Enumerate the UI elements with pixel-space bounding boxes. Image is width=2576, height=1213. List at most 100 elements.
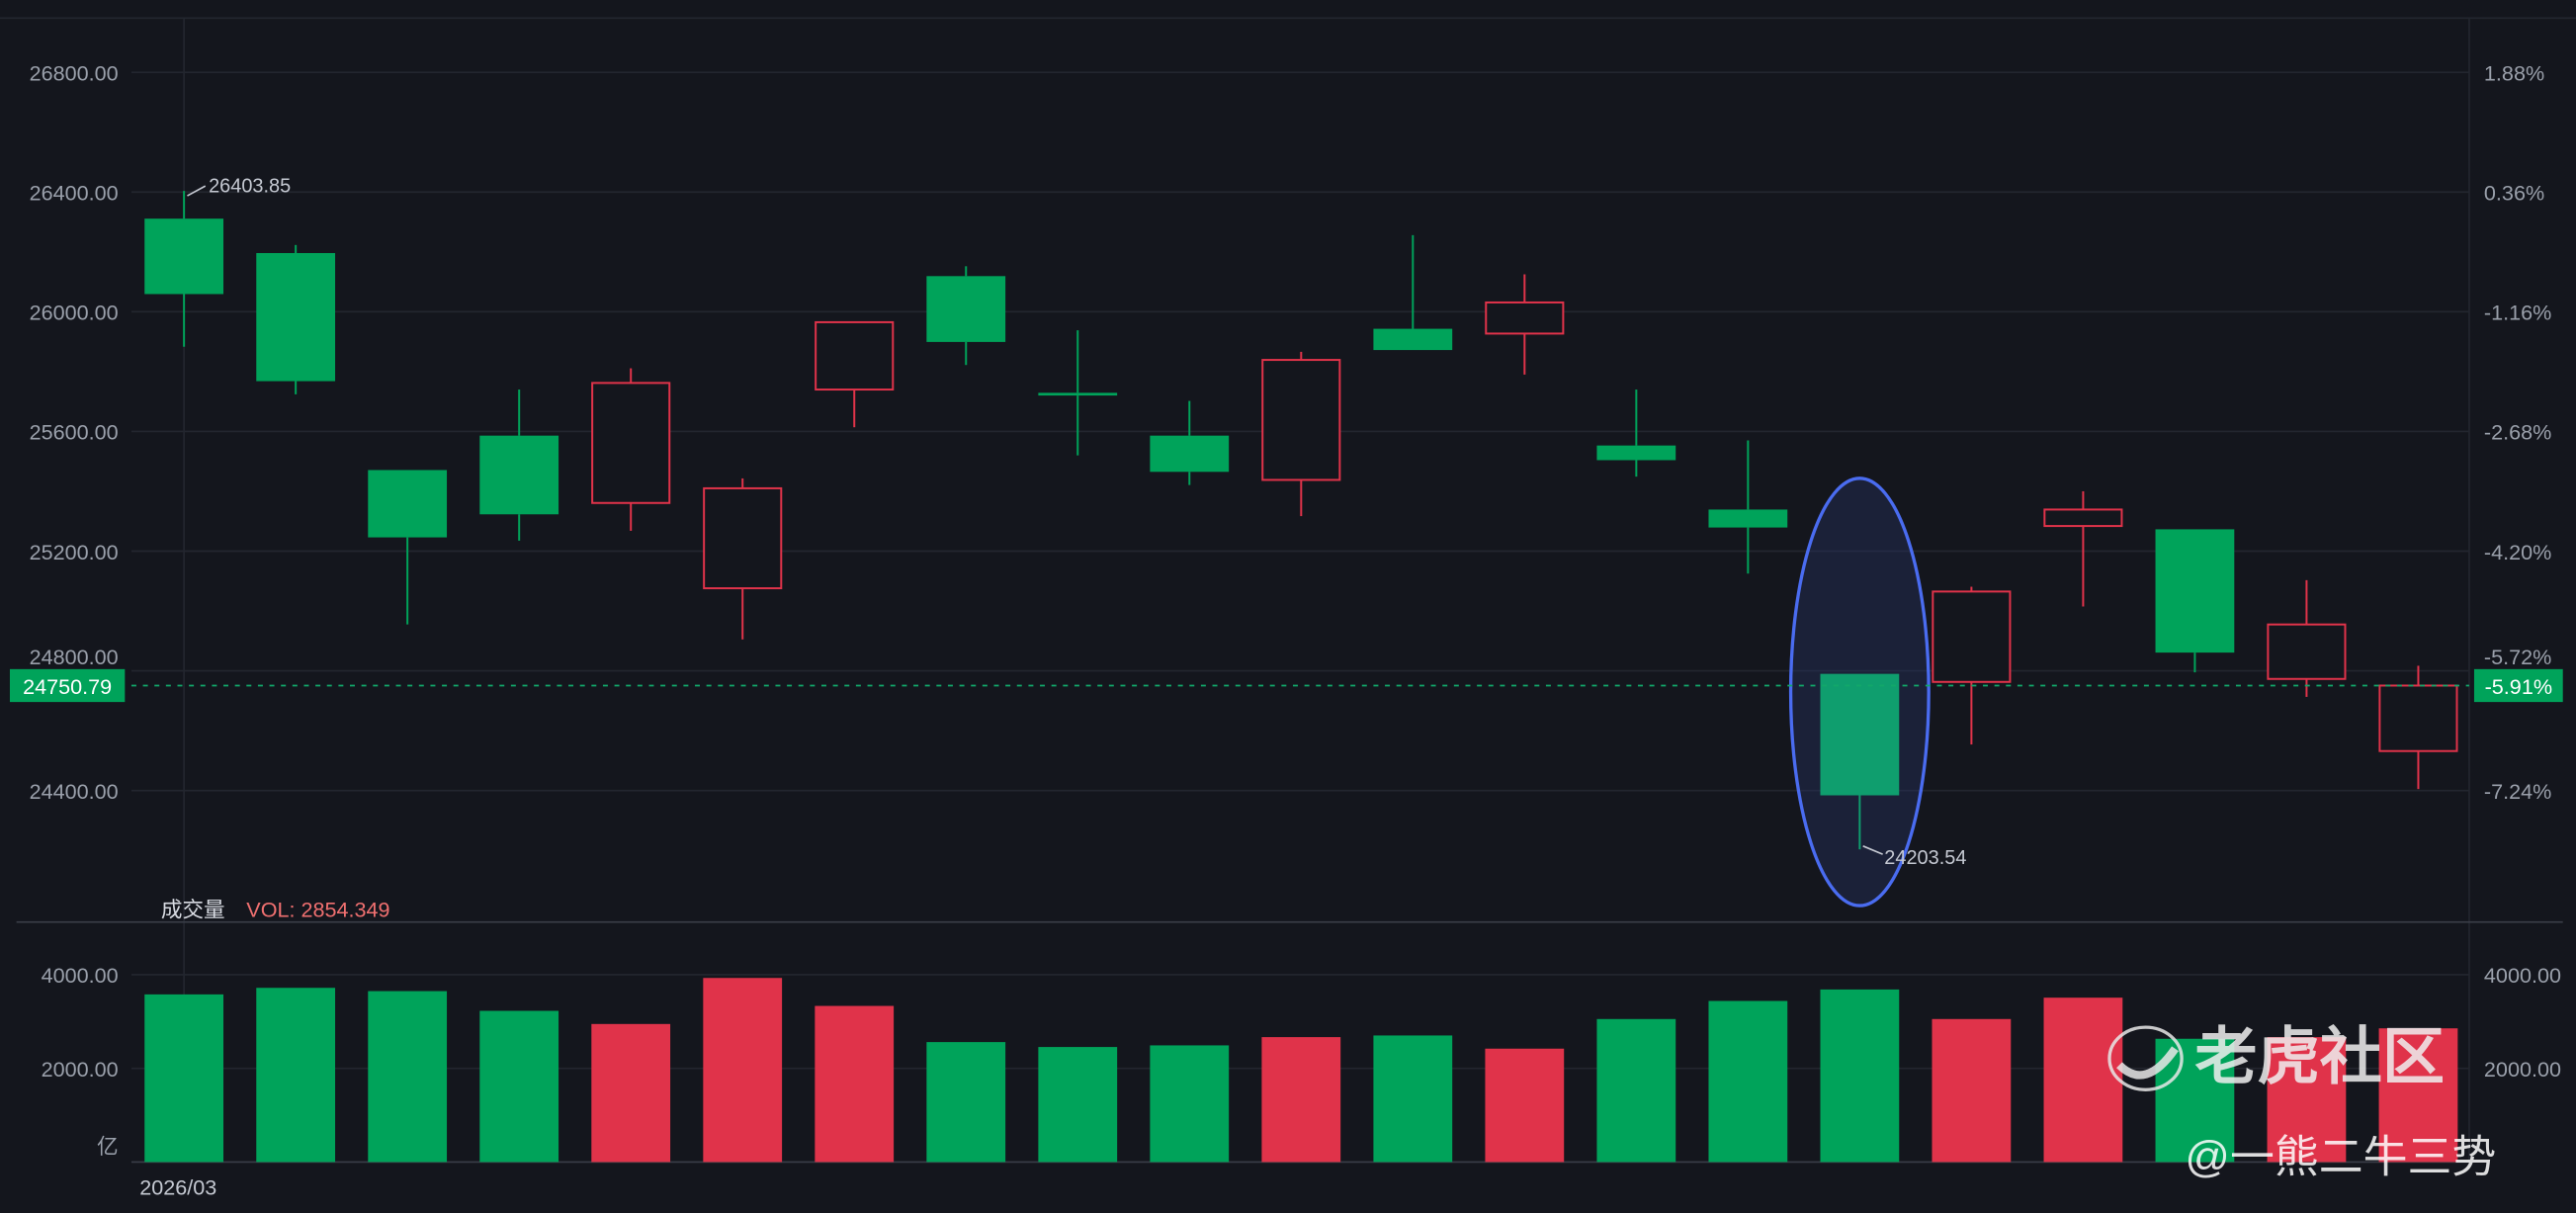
candle-body — [2043, 508, 2123, 528]
candle-body — [479, 435, 559, 515]
x-axis-label-month: 2026/03 — [139, 1175, 216, 1200]
candle-body — [1596, 445, 1676, 461]
watermark-brand: 老虎社区 — [2194, 1023, 2445, 1092]
volume-tick-label-right: 4000.00 — [2484, 963, 2561, 988]
candle-body — [1820, 673, 1900, 796]
volume-bar — [1932, 1018, 2012, 1163]
percent-tick-label: 1.88% — [2484, 60, 2544, 85]
price-tick-label: 25600.00 — [30, 420, 119, 445]
volume-bars — [144, 978, 2458, 1163]
candle-body — [1373, 328, 1453, 351]
candle-body — [591, 382, 671, 504]
axes: 26800.00 1.88% 26400.00 0.36% 26000.00 -1.16%… — [9, 60, 2563, 1082]
candle — [926, 266, 1006, 366]
percent-tick-label: -1.16% — [2484, 301, 2551, 325]
candle-body — [1150, 435, 1230, 473]
candle-body — [256, 252, 336, 382]
volume-bar — [1708, 1000, 1788, 1163]
volume-title: 成交量 — [161, 898, 225, 922]
volume-bar — [1150, 1045, 1230, 1163]
low-annotation: 24203.54 — [1884, 847, 1966, 869]
volume-bar — [815, 1005, 895, 1163]
volume-unit: 亿 — [97, 1134, 119, 1159]
candle — [2378, 665, 2458, 790]
volume-bar — [368, 991, 448, 1163]
candle-body — [2267, 623, 2347, 680]
last-price-label: 24750.79 — [23, 674, 112, 699]
volume-bar — [1485, 1048, 1565, 1163]
candle — [1708, 440, 1788, 574]
volume-tick-label: 2000.00 — [42, 1057, 119, 1082]
candle-body — [368, 470, 448, 538]
price-tick-label: 26800.00 — [30, 60, 119, 85]
volume-legend: VOL: 2854.349 — [246, 898, 389, 922]
candle-body — [1932, 590, 2012, 683]
candle — [1820, 673, 1900, 850]
high-annotation-leader — [187, 185, 207, 197]
candle — [703, 477, 783, 640]
volume-bar — [479, 1010, 559, 1163]
volume-bar — [1820, 989, 1900, 1163]
candle — [368, 470, 448, 625]
candle — [1038, 330, 1118, 456]
volume-bar — [1038, 1047, 1118, 1163]
candles — [144, 191, 2458, 908]
percent-tick-label: -4.20% — [2484, 540, 2551, 564]
candle — [2043, 490, 2123, 607]
volume-tick-label-right: 2000.00 — [2484, 1057, 2561, 1082]
candle — [144, 191, 224, 347]
volume-bar — [256, 988, 336, 1163]
price-tick-label: 25200.00 — [30, 540, 119, 564]
candle-body — [1038, 392, 1118, 396]
volume-bar — [926, 1042, 1006, 1163]
candle — [591, 368, 671, 531]
volume-bar — [1261, 1037, 1341, 1163]
candle-body — [2155, 529, 2235, 653]
volume-tick-label: 4000.00 — [42, 963, 119, 988]
last-percent-badge — [2473, 668, 2563, 703]
candle — [2267, 579, 2347, 697]
candle-body — [703, 486, 783, 590]
volume-bar — [144, 994, 224, 1163]
candle-body — [1708, 509, 1788, 528]
candle-body — [815, 320, 895, 391]
percent-tick-label: -2.68% — [2484, 420, 2551, 445]
candle-body — [2378, 684, 2458, 752]
tiger-logo-icon — [2107, 1025, 2184, 1091]
price-tick-label: 24400.00 — [30, 779, 119, 804]
candle-body — [926, 276, 1006, 342]
volume-bar — [1596, 1018, 1676, 1163]
candle — [479, 390, 559, 541]
last-percent-label: -5.91% — [2485, 674, 2552, 699]
volume-bar — [2043, 997, 2123, 1163]
price-tick-label: 26400.00 — [30, 181, 119, 206]
candle — [1485, 274, 1565, 375]
price-tick-label: 24800.00 — [30, 645, 119, 669]
candle — [2155, 529, 2235, 673]
high-annotation: 26403.85 — [209, 176, 291, 198]
candle-body — [144, 218, 224, 295]
candle — [256, 244, 336, 394]
percent-tick-label: -7.24% — [2484, 779, 2551, 804]
last-price-badge — [9, 668, 126, 703]
watermark: 老虎社区 @一熊二牛三势 — [2107, 1023, 2496, 1181]
candle — [1150, 400, 1230, 485]
percent-tick-label: -5.72% — [2484, 645, 2551, 669]
volume-bar — [1373, 1035, 1453, 1163]
candle-body — [1261, 359, 1341, 481]
volume-bar — [591, 1023, 671, 1163]
watermark-author: @一熊二牛三势 — [2185, 1131, 2496, 1181]
candle — [1261, 351, 1341, 517]
candle — [1596, 390, 1676, 477]
volume-bar — [2378, 1028, 2458, 1163]
candle — [815, 320, 895, 428]
candle — [1373, 234, 1453, 351]
volume-bar — [703, 978, 783, 1163]
percent-tick-label: 0.36% — [2484, 181, 2544, 206]
candle-body — [1485, 301, 1565, 335]
volume-bar — [2267, 1037, 2347, 1163]
candle — [1932, 586, 2012, 745]
low-annotation-leader — [1862, 845, 1883, 855]
price-tick-label: 26000.00 — [30, 301, 119, 325]
